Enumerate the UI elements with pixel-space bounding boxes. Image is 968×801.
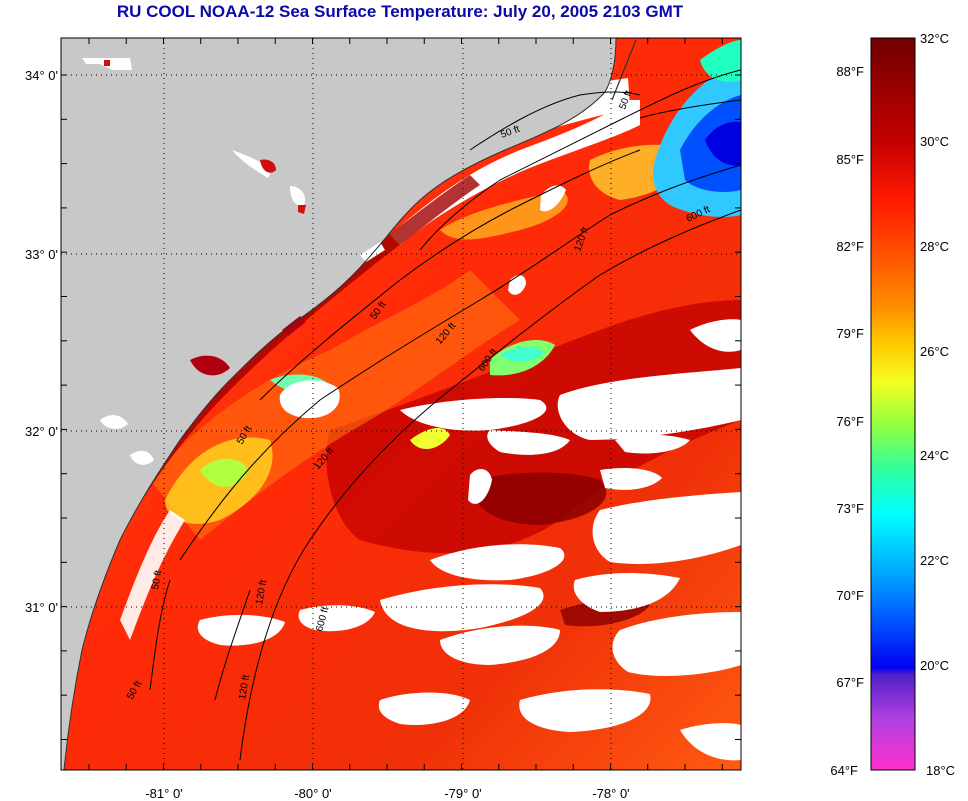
inland-lake-2 (130, 450, 154, 465)
green-patch (200, 458, 248, 487)
cb-c-label: 32°C (920, 31, 949, 46)
cb-c-label: 26°C (920, 344, 949, 359)
warm-core-center (470, 472, 607, 525)
estuary (190, 355, 230, 376)
lon-label-81: -81° 0' (145, 786, 182, 801)
cb-f-label: 76°F (836, 414, 864, 429)
inland-lake (100, 415, 128, 429)
coastline (63, 38, 617, 770)
inlet (282, 316, 306, 336)
orange-patch (440, 190, 568, 240)
lon-label-79: -79° 0' (444, 786, 481, 801)
bathymetry-contours (149, 69, 741, 761)
cb-f-label: 67°F (836, 675, 864, 690)
lat-label-34: 34° 0' (25, 68, 58, 83)
map-title: RU COOL NOAA-12 Sea Surface Temperature:… (116, 2, 684, 21)
cb-c-label: 20°C (920, 658, 949, 673)
colorbar: 88°F 85°F 82°F 79°F 76°F 73°F 70°F 67°F … (830, 31, 955, 778)
land-mass (61, 38, 616, 770)
lon-label-78: -78° 0' (592, 786, 629, 801)
contour-label: 50 ft (150, 569, 164, 590)
lakes (82, 58, 306, 214)
colorbar-fahrenheit-labels: 88°F 85°F 82°F 79°F 76°F 73°F 70°F 67°F … (830, 64, 864, 778)
contour-label: 120 ft (254, 579, 269, 606)
barrier-island (611, 39, 637, 101)
yellow-patch-2 (410, 428, 450, 450)
cb-f-label: 85°F (836, 152, 864, 167)
cb-c-label: 22°C (920, 553, 949, 568)
cold-core-center (705, 121, 741, 166)
cb-f-label: 64°F (830, 763, 858, 778)
cyan-patch-2 (500, 347, 545, 362)
map-frame (60, 37, 742, 771)
lat-label-33: 33° 0' (25, 247, 58, 262)
cb-c-label: 28°C (920, 239, 949, 254)
colorbar-celsius-labels: 32°C 30°C 28°C 26°C 24°C 22°C 20°C 18°C (920, 31, 955, 778)
inlet-2 (360, 242, 385, 262)
cb-f-label: 73°F (836, 501, 864, 516)
lat-label-32: 32° 0' (25, 424, 58, 439)
latitude-labels: 34° 0' 33° 0' 32° 0' 31° 0' (25, 68, 58, 615)
contour-label: 120 ft (237, 674, 252, 701)
cb-f-label: 88°F (836, 64, 864, 79)
cb-c-label: 24°C (920, 448, 949, 463)
map-panel: 50 ft 50 ft 120 ft 600 ft 50 ft 120 ft 6… (61, 38, 741, 770)
cb-f-label: 79°F (836, 326, 864, 341)
colorbar-gradient (870, 37, 916, 771)
lat-label-31: 31° 0' (25, 600, 58, 615)
lon-label-80: -80° 0' (294, 786, 331, 801)
warm-core (326, 300, 741, 554)
cb-f-label: 82°F (836, 239, 864, 254)
longitude-labels: -81° 0' -80° 0' -79° 0' -78° 0' (145, 786, 629, 801)
cyan-patch-3 (700, 40, 741, 82)
graticule (61, 38, 741, 770)
cb-c-label: 30°C (920, 134, 949, 149)
cb-c-label: 18°C (926, 763, 955, 778)
tick-marks (61, 38, 741, 770)
cloud-mask (197, 185, 741, 761)
cb-f-label: 70°F (836, 588, 864, 603)
